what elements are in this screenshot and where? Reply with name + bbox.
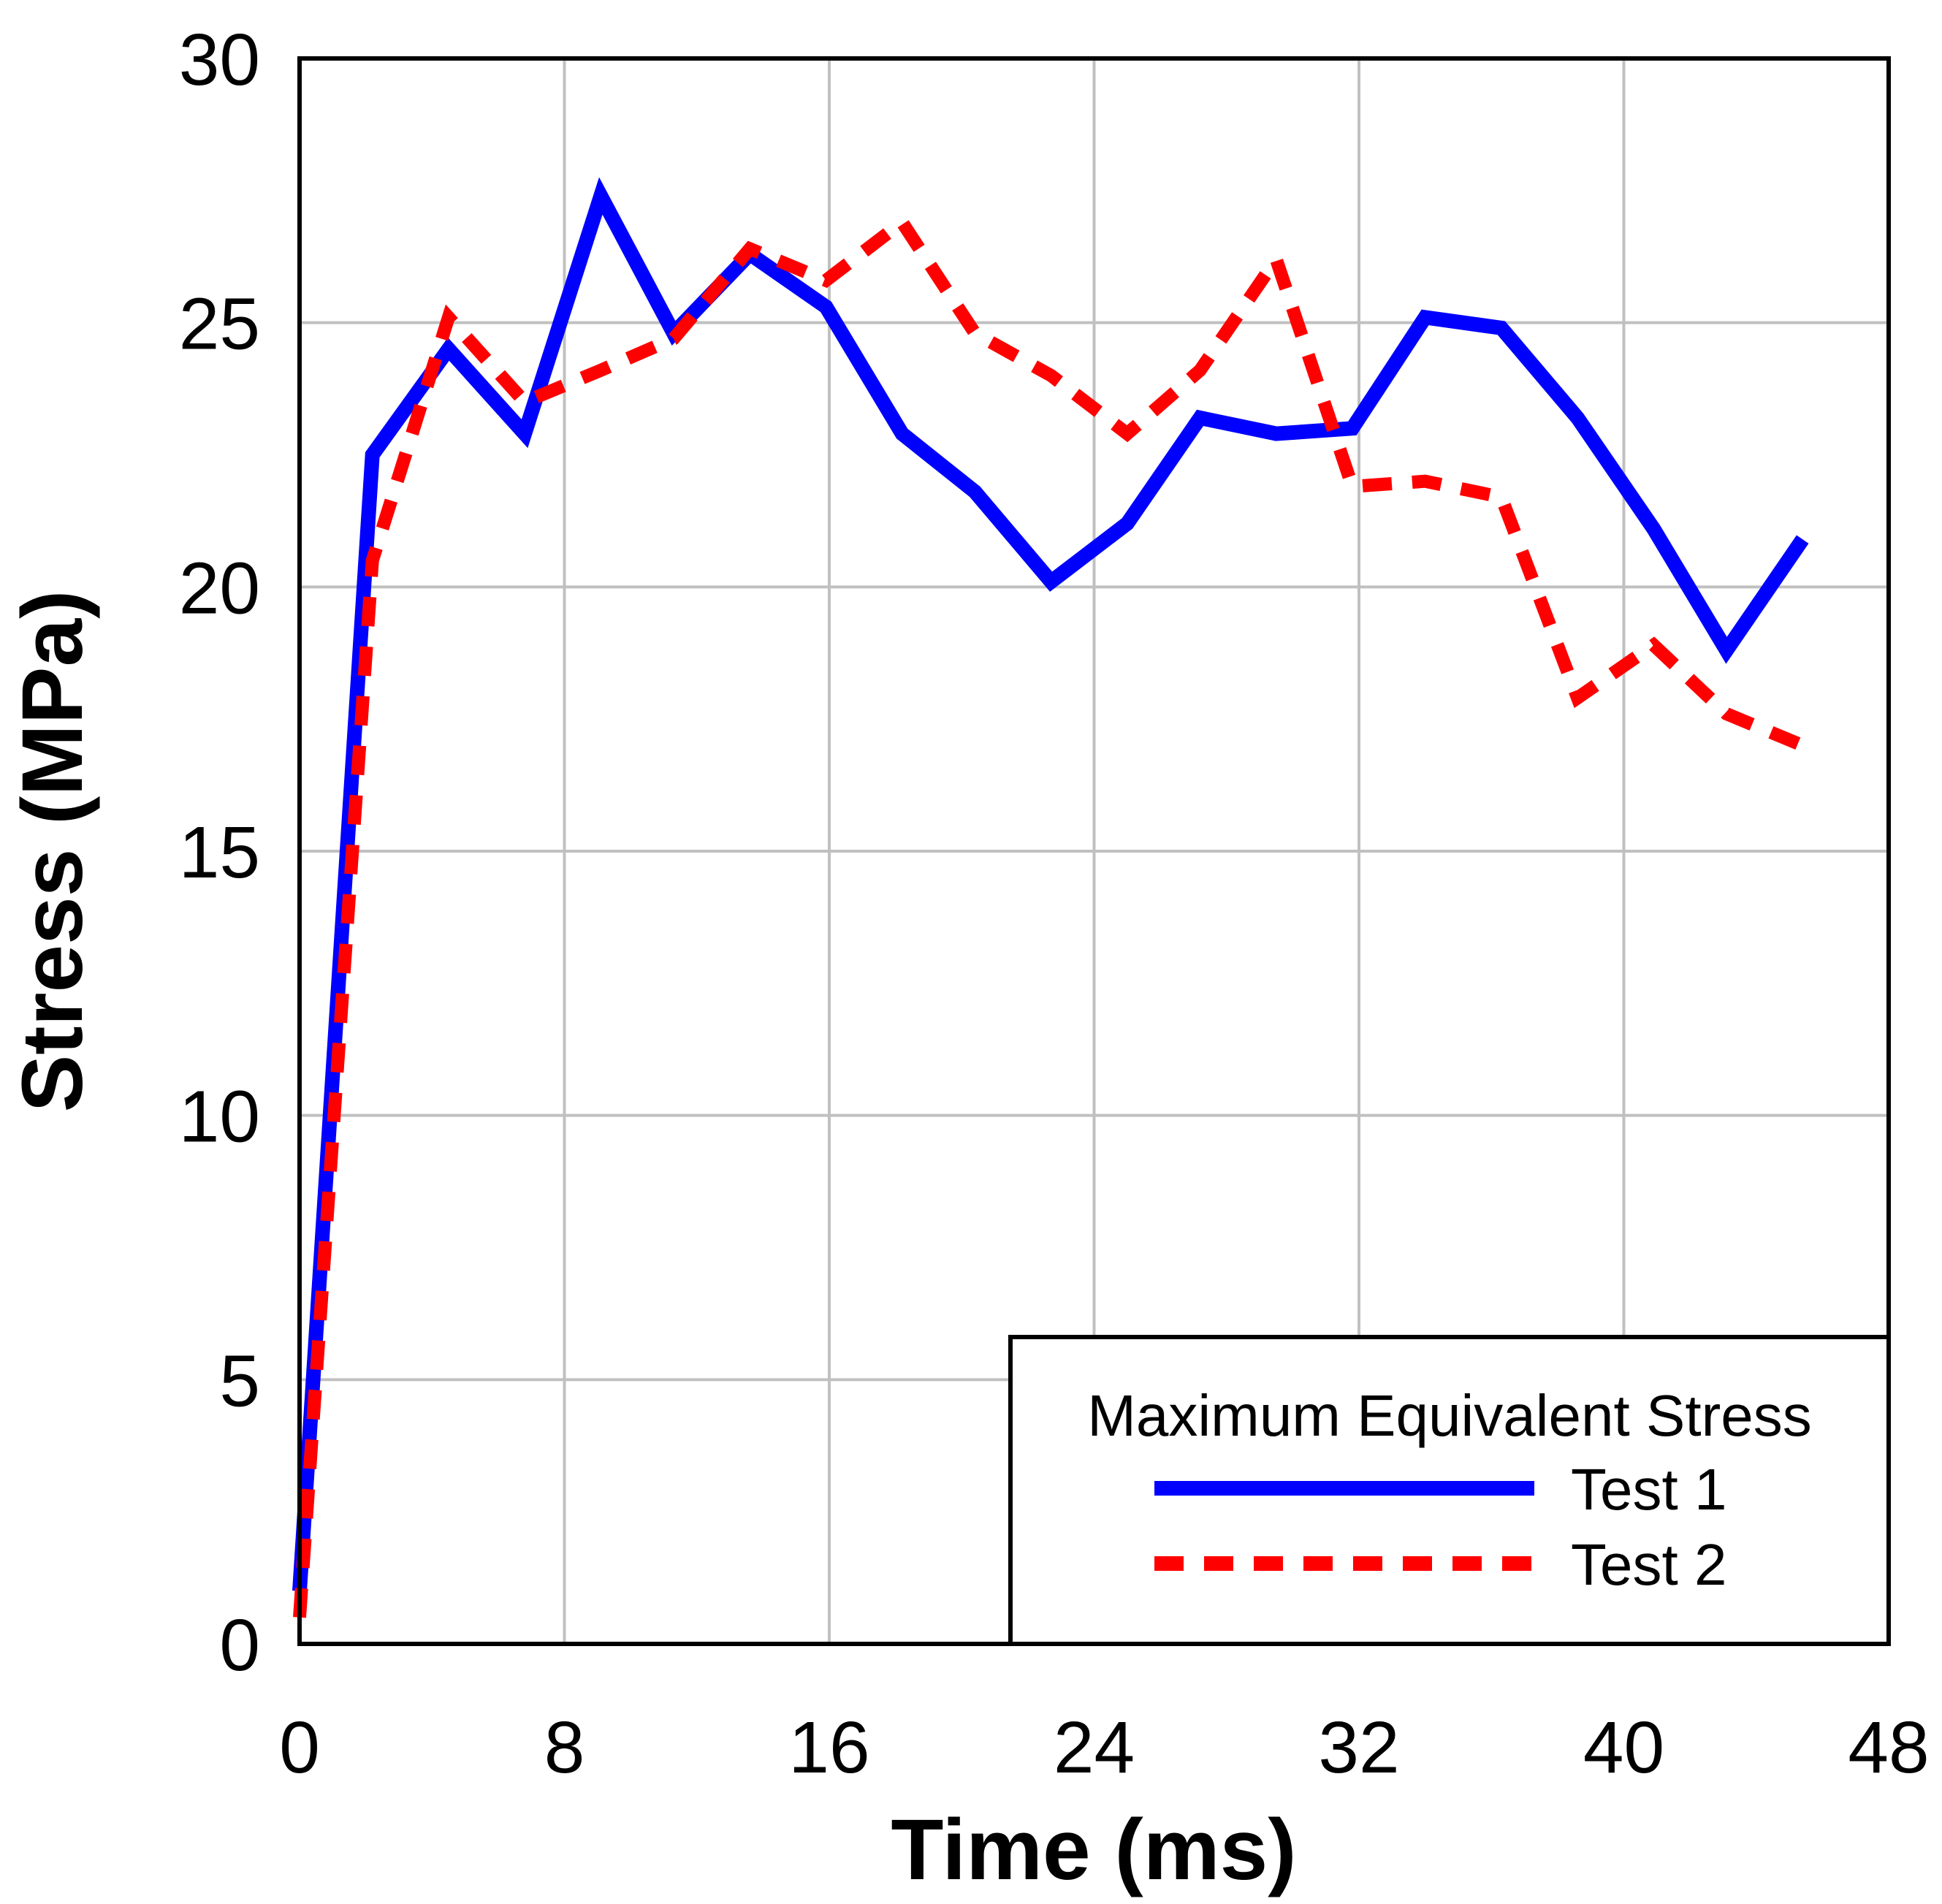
y-tick-label: 5 — [219, 1340, 260, 1422]
y-tick-label: 15 — [179, 812, 260, 894]
legend-title: Maximum Equivalent Stress — [1087, 1383, 1811, 1448]
x-tick-label: 0 — [279, 1707, 320, 1789]
x-tick-label: 48 — [1848, 1707, 1929, 1789]
legend: Maximum Equivalent Stress Test 1 Test 2 — [1008, 1335, 1891, 1646]
x-tick-label: 24 — [1054, 1707, 1135, 1789]
y-tick-label: 10 — [179, 1076, 260, 1158]
series-line-test-1 — [292, 177, 1809, 1592]
x-tick-label: 16 — [788, 1707, 869, 1789]
tick-labels: 0 8 16 24 32 40 48 0 5 10 15 20 25 30 — [179, 19, 1930, 1789]
legend-label-test-2: Test 2 — [1571, 1532, 1726, 1597]
y-tick-label: 0 — [219, 1604, 260, 1686]
y-tick-label: 25 — [179, 283, 260, 365]
y-axis-title: Stress (MPa) — [4, 590, 101, 1113]
x-tick-label: 8 — [544, 1707, 585, 1789]
data-series — [292, 177, 1809, 1618]
y-tick-label: 30 — [179, 19, 260, 101]
legend-label-test-1: Test 1 — [1571, 1457, 1726, 1522]
x-tick-label: 40 — [1583, 1707, 1664, 1789]
x-axis-title: Time (ms) — [891, 1802, 1296, 1898]
series-line-test-2 — [293, 213, 1805, 1618]
x-tick-label: 32 — [1318, 1707, 1399, 1789]
y-tick-label: 20 — [179, 547, 260, 629]
